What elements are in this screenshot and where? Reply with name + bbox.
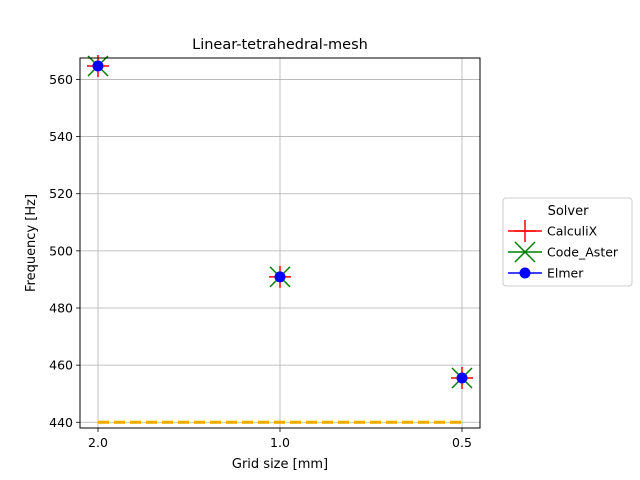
y-tick-label: 440 <box>49 415 73 430</box>
legend: Solver CalculiX Code_Aster Elmer <box>502 197 633 287</box>
legend-item-calculix: CalculiX <box>508 220 598 242</box>
y-tick-label: 500 <box>49 243 73 258</box>
elmer-point <box>456 372 468 384</box>
legend-box <box>502 197 633 287</box>
legend-label: CalculiX <box>547 224 598 239</box>
grid <box>80 58 480 428</box>
chart-title: Linear-tetrahedral-mesh <box>192 37 368 53</box>
y-tick-label: 540 <box>49 129 73 144</box>
legend-item-elmer: Elmer <box>508 266 584 281</box>
x-axis-label: Grid size [mm] <box>232 457 328 472</box>
elmer-point <box>92 60 104 72</box>
x-tick-label: 0.5 <box>452 435 472 450</box>
legend-marker <box>514 220 536 242</box>
elmer-point <box>274 271 286 283</box>
y-tick-label: 460 <box>49 358 73 373</box>
legend-items: CalculiX Code_Aster Elmer <box>508 220 619 281</box>
x-tick-label: 1.0 <box>270 435 290 450</box>
y-tick-label: 560 <box>49 72 73 87</box>
legend-marker-d2 <box>514 241 536 263</box>
legend-label: Elmer <box>547 266 584 281</box>
legend-item-code-aster: Code_Aster <box>508 241 619 263</box>
series-group <box>87 55 473 389</box>
legend-title: Solver <box>548 204 590 219</box>
y-axis-label: Frequency [Hz] <box>24 194 39 292</box>
legend-marker <box>514 241 536 263</box>
y-tick-label: 520 <box>49 186 73 201</box>
legend-marker <box>519 267 531 279</box>
y-tick-label: 480 <box>49 301 73 316</box>
legend-label: Code_Aster <box>547 245 619 260</box>
axis-ticks: 440 460 480 500 520 540 560 2.0 1.0 0.5 <box>49 72 472 450</box>
x-tick-label: 2.0 <box>88 435 108 450</box>
